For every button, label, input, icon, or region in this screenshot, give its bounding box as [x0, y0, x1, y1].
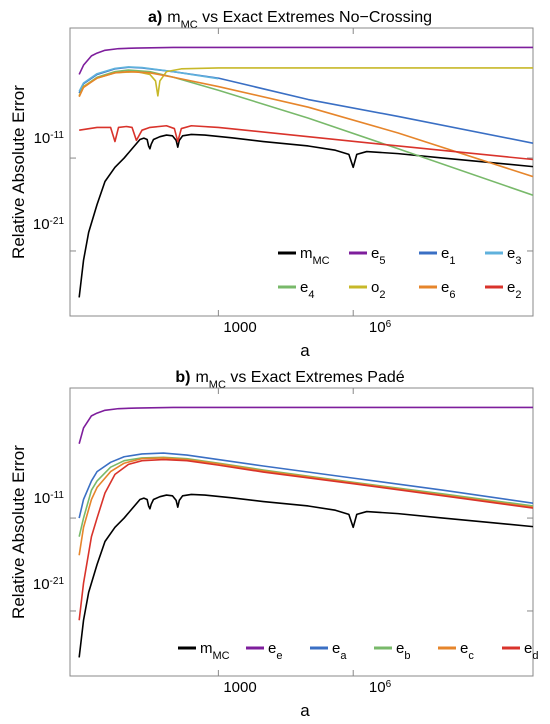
panel-a-legend-item-e5: e5	[349, 245, 385, 267]
panel-b-legend-item-m_MC: mMC	[178, 640, 230, 662]
panel-a-legend-item-e6: e6	[419, 279, 455, 301]
panel-a-legend-label-e5: e5	[371, 245, 385, 267]
panel-a-series-e2	[79, 124, 533, 161]
panel-a-legend-item-m_MC: mMC	[278, 245, 330, 267]
panel-b-ytick-1e-11-exp: -11	[50, 490, 64, 501]
panel-b-ytick-1e-11-base: 10	[34, 490, 51, 507]
panel-a-legend-item-e3: e3	[485, 245, 521, 267]
panel-b-series-ea	[78, 452, 533, 519]
panel-b-title: b) mMC vs Exact Extremes Padé	[175, 369, 404, 391]
panel-b-title-rest: vs Exact Extremes Padé	[226, 369, 405, 386]
panel-b-legend-item-ea: ea	[310, 640, 347, 662]
panel-a-legend-item-e1: e1	[419, 245, 455, 267]
panel-b-legend-item-ee: ee	[246, 640, 282, 662]
panel-b-legend-item-ed: ed	[502, 640, 538, 662]
panel-a-ytick-1e-11-base: 10	[34, 130, 51, 147]
panel-a-title-sub: MC	[181, 19, 198, 31]
panel-a-legend-label-e3: e3	[507, 245, 521, 267]
panel-a-ticks	[70, 28, 533, 316]
panel-a-legend-label-e4: e4	[300, 279, 314, 301]
panel-b-label: b)	[175, 369, 190, 386]
panel-a-legend-item-e2: e2	[485, 279, 521, 301]
panel-a-xtick-label-1e6: 106	[369, 319, 392, 337]
panel-a-label: a)	[148, 9, 162, 26]
panel-a-legend-label-m_MC: mMC	[300, 245, 330, 267]
panel-a-series-e5	[78, 46, 533, 75]
panel-b-title-sub: MC	[209, 379, 226, 391]
panel-a-legend-item-e4: e4	[278, 279, 314, 301]
panel-a-x-axis-label: a	[300, 341, 310, 360]
panel-b-y-axis-label: Relative Absolute Error	[9, 445, 28, 619]
panel-b-legend-item-ec: ec	[438, 640, 474, 662]
panel-a-series-m_MC	[78, 133, 533, 298]
panel-b-legend-label-ed: ed	[524, 640, 538, 662]
panel-b-legend: mMC ee ea eb ec ed	[178, 640, 538, 662]
panel-b-plot-frame	[69, 387, 534, 677]
panel-b-legend-label-ec: ec	[460, 640, 474, 662]
panel-b-xtick-1e6-base: 10	[369, 679, 386, 696]
panel-a-legend-item-o2: o2	[349, 279, 385, 301]
panel-a-legend-label-e6: e6	[441, 279, 455, 301]
panel-a-ytick-1e-21-base: 10	[33, 216, 50, 233]
panel-b-ticks	[70, 388, 533, 676]
panel-b-legend-label-ea: ea	[332, 640, 347, 662]
panel-b-legend-label-ee: ee	[268, 640, 282, 662]
panel-b-xtick-label-1e6: 106	[369, 679, 392, 697]
panel-a-series-e6	[78, 70, 533, 178]
panel-a-title: a) mMC vs Exact Extremes No−Crossing	[148, 9, 432, 31]
panel-b-series-ed	[78, 458, 533, 621]
panel-b-title-main: m	[195, 369, 208, 386]
panel-a-legend-label-o2: o2	[371, 279, 385, 301]
panel-b-ytick-label-1e-21: 10-21	[33, 576, 65, 594]
panel-a-xtick-1e6-exp: 6	[386, 319, 392, 330]
panel-a-title-main: m	[167, 9, 180, 26]
panel-b-x-axis-label: a	[300, 701, 310, 720]
panel-b-xtick-label-1000: 1000	[223, 679, 256, 696]
panel-b-series	[78, 406, 533, 658]
panel-a-ytick-label-1e-11: 10-11	[34, 130, 65, 148]
panel-a-legend: mMC e5 e1 e3 e4 o2 e6 e2	[278, 245, 521, 301]
panel-b-ytick-label-1e-11: 10-11	[34, 490, 65, 508]
panel-a-legend-label-e1: e1	[441, 245, 455, 267]
panel-a-y-axis-label: Relative Absolute Error	[9, 85, 28, 259]
panel-a-xtick-label-1000: 1000	[223, 319, 256, 336]
panel-b-series-m_MC	[78, 493, 533, 658]
panel-a-ytick-label-1e-21: 10-21	[33, 216, 65, 234]
panel-b-xtick-1e6-exp: 6	[386, 679, 392, 690]
panel-a-plot-frame	[69, 27, 534, 317]
panel-b-series-ee	[78, 406, 533, 444]
panel-a-xtick-1e6-base: 10	[369, 319, 386, 336]
panel-b-legend-label-eb: eb	[396, 640, 410, 662]
panel-b: b) mMC vs Exact Extremes Padé 1000 106 10…	[9, 369, 538, 720]
panel-a-series	[78, 46, 533, 298]
panel-a-legend-label-e2: e2	[507, 279, 521, 301]
panel-b-ytick-1e-21-exp: -21	[50, 576, 65, 587]
panel-b-legend-item-eb: eb	[374, 640, 410, 662]
panel-a: a) mMC vs Exact Extremes No−Crossing 1000…	[9, 9, 534, 360]
panel-a-ytick-1e-11-exp: -11	[50, 130, 64, 141]
panel-b-ytick-1e-21-base: 10	[33, 576, 50, 593]
panel-a-title-rest: vs Exact Extremes No−Crossing	[198, 9, 432, 26]
panel-b-series-ec	[78, 457, 533, 556]
panel-b-legend-label-m_MC: mMC	[200, 640, 230, 662]
panel-a-ytick-1e-21-exp: -21	[50, 216, 65, 227]
